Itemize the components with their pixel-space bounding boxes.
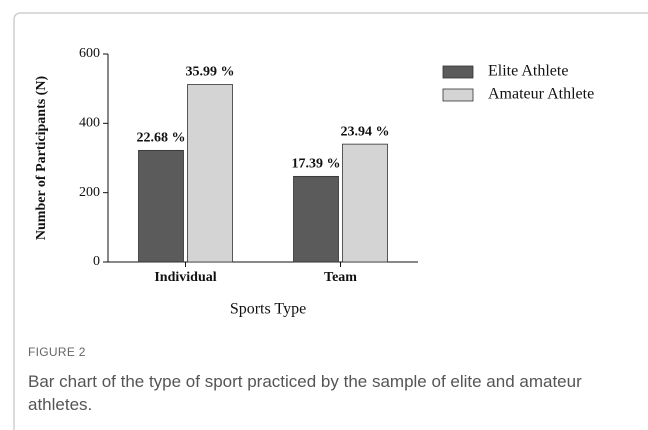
value-label: 35.99 %: [186, 65, 235, 80]
y-tick-label: 400: [79, 116, 100, 131]
figure-frame: [13, 12, 648, 430]
legend-label: Elite Athlete: [488, 63, 568, 80]
x-tick-label: Individual: [154, 270, 216, 285]
bar: [342, 143, 388, 263]
value-label: 17.39 %: [292, 157, 341, 172]
y-tick-label: 600: [79, 46, 100, 61]
y-tick-label: 200: [79, 185, 100, 200]
legend-label: Amateur Athlete: [488, 86, 594, 103]
bar: [138, 149, 184, 263]
value-label: 22.68 %: [137, 131, 186, 146]
caption: Bar chart of the type of sport practiced…: [28, 372, 582, 414]
figure-label: FIGURE 2: [28, 345, 86, 359]
y-tick-label: 0: [93, 254, 100, 269]
value-label: 23.94 %: [341, 124, 390, 139]
legend-swatch: [442, 65, 474, 79]
bar: [293, 175, 339, 263]
x-tick-label: Team: [324, 270, 357, 285]
legend-swatch: [442, 88, 474, 102]
bar: [187, 84, 233, 263]
y-axis-label: Number of Participants (N): [34, 76, 49, 241]
x-axis-label: Sports Type: [230, 301, 306, 318]
